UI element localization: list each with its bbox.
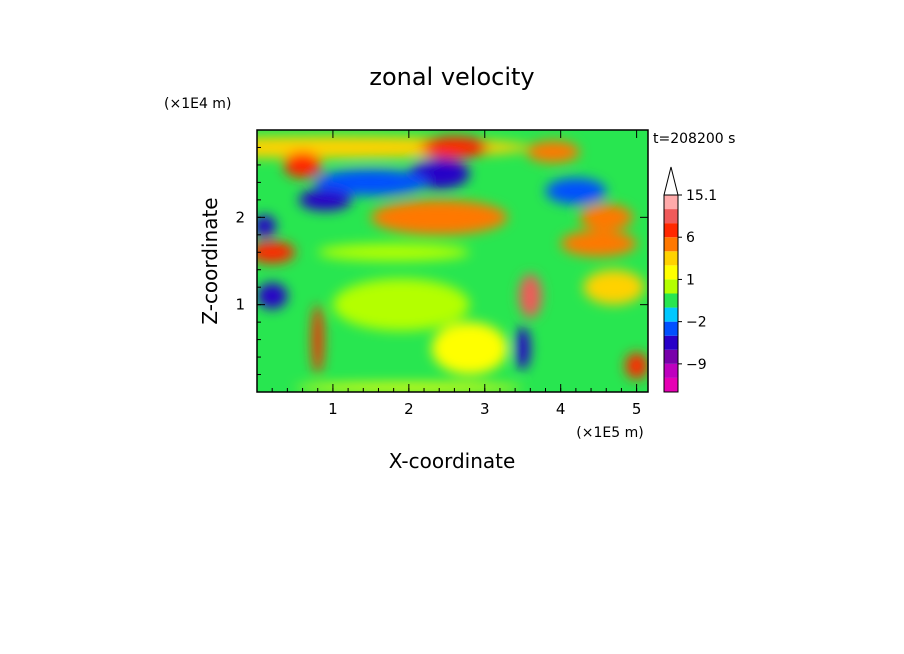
- field-feature: [317, 243, 470, 261]
- colorbar-swatch: [664, 293, 678, 308]
- x-tick-label: 2: [404, 400, 414, 418]
- plot-frame: [256, 129, 649, 393]
- x-tick-label: 3: [480, 400, 490, 418]
- field-feature: [560, 230, 637, 257]
- y-axis-title: Z-coordinate: [198, 197, 222, 324]
- colorbar-swatch: [664, 377, 678, 392]
- field-feature: [583, 269, 645, 305]
- x-tick-label: 4: [556, 400, 566, 418]
- field-feature: [312, 304, 324, 375]
- field-feature: [515, 326, 531, 371]
- field-feature: [298, 188, 352, 211]
- field-feature: [257, 241, 295, 264]
- colorbar-tick-label: −2: [686, 315, 707, 331]
- colorbar-swatch: [664, 251, 678, 266]
- y-tick-label: 2: [235, 208, 245, 226]
- colorbar-tick-label: 6: [686, 230, 695, 246]
- x-unit-label: (×1E5 m): [576, 425, 643, 441]
- colorbar-swatch: [664, 349, 678, 364]
- colorbar-swatch: [664, 363, 678, 378]
- colorbar-swatch: [664, 335, 678, 350]
- field-feature: [332, 278, 470, 331]
- field-feature: [370, 199, 508, 235]
- field-feature: [283, 151, 322, 179]
- colorbar-extend-arrow: [663, 166, 679, 196]
- field-feature: [579, 204, 633, 231]
- contour-field: [257, 136, 648, 392]
- field-feature: [257, 282, 288, 310]
- field-feature: [313, 169, 428, 196]
- colorbar: 15.1 6 1 −2 −9: [663, 166, 717, 393]
- colorbar-swatch: [664, 321, 678, 336]
- y-axis: 12: [235, 146, 648, 376]
- field-feature: [526, 140, 580, 163]
- colorbar-swatch: [664, 195, 678, 210]
- colorbar-tick-label: 15.1: [686, 188, 717, 204]
- colorbar-swatch: [664, 209, 678, 224]
- colorbar-tick-label: −9: [686, 357, 707, 373]
- colorbar-tick-label: 1: [686, 272, 695, 288]
- field-feature: [257, 215, 276, 237]
- colorbar-swatch: [664, 279, 678, 294]
- colorbar-swatch: [664, 265, 678, 280]
- x-axis-title: X-coordinate: [389, 449, 516, 473]
- field-feature: [420, 136, 489, 159]
- colorbar-swatch: [664, 307, 678, 322]
- chart-title: zonal velocity: [369, 63, 534, 91]
- colorbar-swatch: [664, 223, 678, 238]
- field-feature: [518, 274, 542, 318]
- x-tick-label: 1: [328, 400, 338, 418]
- colorbar-swatch: [664, 237, 678, 252]
- x-axis: 1 2 3 4 5: [271, 130, 642, 418]
- x-tick-label: 5: [632, 400, 642, 418]
- field-feature: [625, 352, 648, 379]
- y-tick-label: 1: [235, 296, 245, 314]
- y-unit-label: (×1E4 m): [164, 96, 231, 112]
- field-feature: [545, 178, 607, 205]
- time-label: t=208200 s: [653, 131, 735, 147]
- field-feature: [431, 322, 508, 375]
